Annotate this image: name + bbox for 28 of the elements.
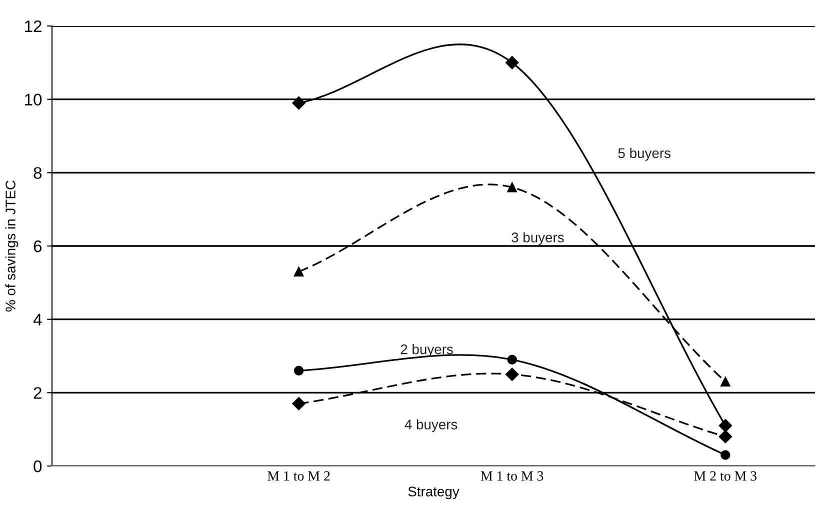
point xyxy=(720,450,730,460)
series-label: 2 buyers xyxy=(400,344,453,357)
y-tick-label: 4 xyxy=(33,314,42,326)
point xyxy=(720,376,730,387)
y-tick-label: 10 xyxy=(25,94,42,106)
point xyxy=(292,397,306,410)
point xyxy=(718,430,732,444)
point xyxy=(507,354,517,365)
point xyxy=(506,56,519,70)
y-tick-label: 8 xyxy=(34,167,42,179)
point xyxy=(294,366,304,376)
y-tick-label: 12 xyxy=(25,20,42,32)
x-tick-label: M 1 to M 3 xyxy=(480,471,544,481)
series-label: 5 buyers xyxy=(618,148,670,161)
point xyxy=(292,96,306,110)
y-axis-title: % of savings in JTEC xyxy=(5,180,18,312)
y-tick-label: 0 xyxy=(34,460,42,472)
series-label: 3 buyers xyxy=(512,232,564,246)
text: 4 buyers xyxy=(404,419,458,432)
x-tick-label: M 1 to M 2 xyxy=(268,471,330,481)
x-tick-label: M 2 to M 3 xyxy=(694,471,757,481)
point xyxy=(294,266,304,277)
x-axis-title: Strategy xyxy=(408,486,460,500)
point xyxy=(506,368,519,381)
y-tick-label: 2 xyxy=(34,387,42,399)
point xyxy=(718,419,732,432)
point xyxy=(507,182,517,192)
y-tick-label: 6 xyxy=(34,240,42,252)
